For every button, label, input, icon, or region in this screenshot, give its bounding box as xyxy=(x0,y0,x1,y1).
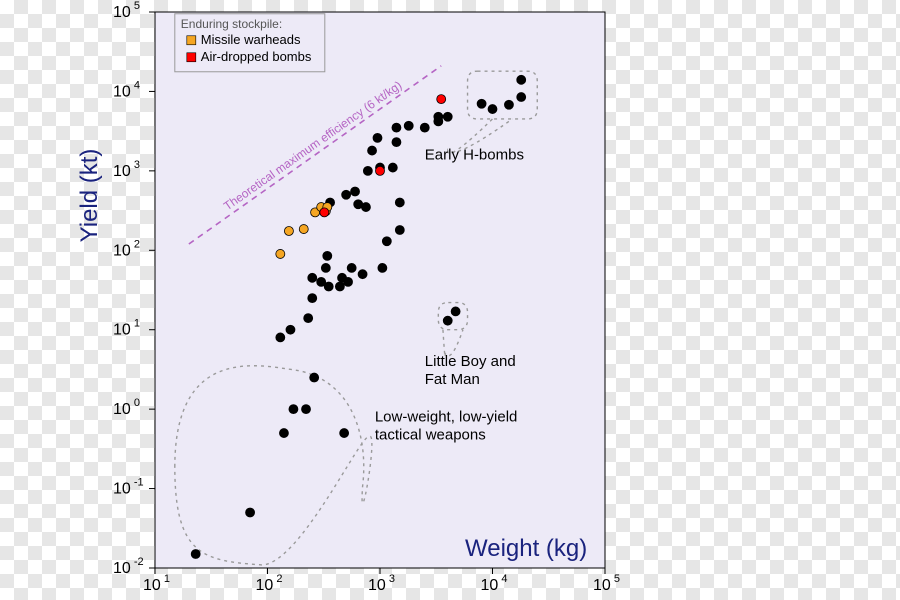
data-point-other xyxy=(310,373,319,382)
data-point-other xyxy=(395,198,404,207)
data-point-other xyxy=(308,273,317,282)
legend-title: Enduring stockpile: xyxy=(181,17,282,31)
data-point-other xyxy=(351,187,360,196)
annotation-text: Low-weight, low-yield xyxy=(375,408,518,425)
data-point-other xyxy=(373,133,382,142)
data-point-other xyxy=(191,550,200,559)
y-tick-label: 10 -1 xyxy=(113,477,144,498)
data-point-other xyxy=(443,112,452,121)
legend-swatch xyxy=(187,36,196,45)
y-tick-label: 10 2 xyxy=(113,238,140,259)
data-point-other xyxy=(382,237,391,246)
data-point-other xyxy=(378,263,387,272)
data-point-other xyxy=(324,282,333,291)
data-point-other xyxy=(361,203,370,212)
data-point-other xyxy=(388,163,397,172)
y-axis-title: Yield (kt) xyxy=(76,149,103,243)
data-point-other xyxy=(323,251,332,260)
data-point-other xyxy=(420,123,429,132)
data-point-other xyxy=(443,316,452,325)
annotation-text: Fat Man xyxy=(425,371,480,388)
annotation-text: Early H-bombs xyxy=(425,146,524,163)
data-point-other xyxy=(363,166,372,175)
data-point-other xyxy=(451,307,460,316)
y-tick-label: 10 -2 xyxy=(113,556,144,577)
data-point-air_dropped_bombs xyxy=(376,166,385,175)
data-point-other xyxy=(358,270,367,279)
data-point-other xyxy=(392,138,401,147)
data-point-other xyxy=(344,277,353,286)
data-point-missile_warheads xyxy=(299,225,308,234)
data-point-other xyxy=(276,333,285,342)
data-point-missile_warheads xyxy=(276,249,285,258)
data-point-other xyxy=(368,146,377,155)
annotation-text: tactical weapons xyxy=(375,426,486,443)
data-point-other xyxy=(304,314,313,323)
data-point-other xyxy=(477,99,486,108)
x-tick-label: 10 2 xyxy=(256,573,283,594)
data-point-other xyxy=(395,226,404,235)
data-point-other xyxy=(286,325,295,334)
data-point-other xyxy=(342,190,351,199)
data-point-air_dropped_bombs xyxy=(437,95,446,104)
legend-item-label: Air-dropped bombs xyxy=(201,49,312,64)
data-point-other xyxy=(517,93,526,102)
data-point-other xyxy=(246,508,255,517)
y-tick-label: 10 4 xyxy=(113,79,140,100)
legend-swatch xyxy=(187,53,196,62)
x-axis-title: Weight (kg) xyxy=(465,535,587,562)
y-tick-label: 10 5 xyxy=(113,0,140,21)
data-point-other xyxy=(302,405,311,414)
data-point-air_dropped_bombs xyxy=(320,208,329,217)
data-point-other xyxy=(279,429,288,438)
annotation-text: Little Boy and xyxy=(425,353,516,370)
data-point-other xyxy=(289,405,298,414)
data-point-other xyxy=(404,121,413,130)
y-tick-label: 10 3 xyxy=(113,159,140,180)
y-tick-label: 10 1 xyxy=(113,318,140,339)
data-point-other xyxy=(504,100,513,109)
legend-item-label: Missile warheads xyxy=(201,32,301,47)
data-point-other xyxy=(347,263,356,272)
x-tick-label: 10 3 xyxy=(368,573,395,594)
data-point-other xyxy=(335,282,344,291)
x-tick-label: 10 1 xyxy=(143,573,170,594)
data-point-other xyxy=(340,429,349,438)
data-point-other xyxy=(488,105,497,114)
y-tick-label: 10 0 xyxy=(113,397,140,418)
data-point-other xyxy=(308,294,317,303)
data-point-other xyxy=(392,123,401,132)
data-point-missile_warheads xyxy=(284,226,293,235)
x-tick-label: 10 4 xyxy=(481,573,508,594)
x-tick-label: 10 5 xyxy=(593,573,620,594)
data-point-other xyxy=(321,263,330,272)
data-point-other xyxy=(517,75,526,84)
data-point-other xyxy=(434,112,443,121)
